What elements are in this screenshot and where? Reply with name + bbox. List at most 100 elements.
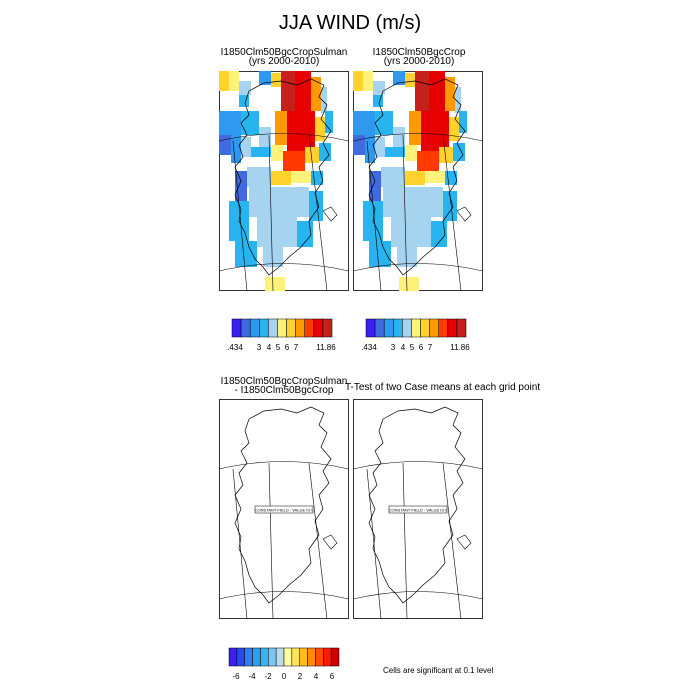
wind-cell bbox=[241, 137, 251, 157]
wind-cell bbox=[271, 171, 291, 185]
colorbar-tick-label: 7 bbox=[427, 343, 433, 352]
wind-cell bbox=[375, 111, 393, 135]
colorbar-bottom-labels: -6 -4 -2 0 2 4 6 bbox=[228, 672, 340, 682]
wind-cell bbox=[363, 71, 373, 91]
latitude-line bbox=[353, 591, 483, 600]
colorbar-tick-label: 2 bbox=[297, 672, 303, 681]
colorbar-swatch bbox=[249, 318, 260, 338]
panel-2-title-line-2: (yrs 2000-2010) bbox=[383, 56, 455, 67]
colorbar-tick-label: 6 bbox=[329, 672, 335, 681]
constant-field-box bbox=[388, 505, 448, 514]
colorbar-swatch bbox=[291, 647, 300, 667]
wind-cell bbox=[393, 127, 405, 147]
island-coastline bbox=[322, 534, 338, 550]
colorbar-swatch bbox=[304, 318, 315, 338]
longitude-line bbox=[268, 462, 274, 619]
colorbar-top-right bbox=[365, 318, 467, 343]
colorbar-swatch bbox=[323, 647, 332, 667]
constant-field-label: CONSTANT FIELD - VALUE IS 0 bbox=[389, 508, 448, 513]
panel-1-title-line-1: I1850Clm50BgcCropSulman bbox=[220, 47, 348, 58]
panel-4-map: CONSTANT FIELD - VALUE IS 0 bbox=[353, 399, 483, 619]
colorbar-swatch bbox=[295, 318, 305, 338]
wind-cell bbox=[429, 71, 445, 117]
wind-cell bbox=[375, 137, 385, 157]
colorbar-tick-label: 7 bbox=[293, 343, 299, 352]
latitude-line bbox=[219, 461, 349, 470]
longitude-line bbox=[308, 134, 328, 291]
wind-cell bbox=[443, 191, 457, 221]
wind-cell bbox=[319, 143, 331, 161]
colorbar-swatch bbox=[420, 318, 430, 338]
wind-cell bbox=[405, 171, 425, 185]
wind-cell bbox=[373, 81, 385, 95]
colorbar-tick-label: 5 bbox=[409, 343, 415, 352]
panel-3-map: CONSTANT FIELD - VALUE IS 0 bbox=[219, 399, 349, 619]
longitude-line bbox=[232, 140, 248, 291]
wind-cell bbox=[259, 127, 271, 147]
colorbar-swatch bbox=[275, 647, 285, 667]
colorbar-tick-label: 4 bbox=[400, 343, 406, 352]
wind-cell bbox=[231, 135, 241, 163]
wind-cell bbox=[265, 277, 285, 291]
colorbar-swatch bbox=[252, 647, 261, 667]
longitude-line bbox=[232, 468, 248, 619]
wind-cell bbox=[415, 71, 429, 111]
latitude-line bbox=[353, 263, 483, 272]
wind-cell bbox=[219, 135, 231, 155]
colorbar-top-left bbox=[231, 318, 333, 343]
colorbar-swatch bbox=[299, 647, 308, 667]
wind-cell bbox=[235, 171, 247, 201]
wind-cell bbox=[249, 187, 309, 217]
colorbar-swatch bbox=[268, 647, 277, 667]
wind-cell bbox=[309, 191, 323, 221]
wind-cell bbox=[409, 111, 421, 145]
longitude-line bbox=[308, 462, 328, 619]
wind-cell bbox=[263, 247, 283, 267]
longitude-line bbox=[442, 134, 462, 291]
wind-cell bbox=[431, 221, 447, 247]
colorbar-swatch bbox=[429, 318, 439, 338]
longitude-line bbox=[402, 462, 408, 619]
wind-cell bbox=[271, 145, 283, 161]
wind-cell bbox=[391, 217, 431, 247]
colorbar-swatch bbox=[268, 318, 278, 338]
wind-cell bbox=[305, 147, 319, 163]
wind-cell bbox=[369, 241, 391, 267]
longitude-line bbox=[268, 134, 274, 291]
wind-cell bbox=[311, 171, 323, 185]
colorbar-swatch bbox=[244, 647, 253, 667]
wind-cell bbox=[445, 77, 455, 111]
wind-cell bbox=[369, 171, 381, 201]
wind-cell bbox=[239, 81, 251, 95]
wind-cell bbox=[283, 151, 305, 171]
colorbar-swatch bbox=[411, 318, 421, 338]
colorbar-tick-label: .434 bbox=[361, 343, 377, 352]
wind-cell bbox=[439, 147, 453, 163]
colorbar-tick-label: 6 bbox=[418, 343, 424, 352]
wind-cell bbox=[271, 73, 281, 87]
colorbar-swatch bbox=[393, 318, 403, 338]
wind-cell bbox=[257, 217, 297, 247]
wind-cell bbox=[399, 277, 419, 291]
wind-cell bbox=[321, 87, 327, 113]
island-coastline bbox=[456, 534, 472, 550]
latitude-line bbox=[219, 591, 349, 600]
latitude-line bbox=[353, 461, 483, 470]
wind-cell bbox=[373, 95, 383, 107]
colorbar-swatch bbox=[283, 647, 293, 667]
constant-field-box bbox=[254, 505, 314, 514]
colorbar-swatch bbox=[231, 318, 242, 338]
colorbar-swatch bbox=[438, 318, 449, 338]
colorbar-swatch bbox=[313, 318, 324, 338]
wind-cell bbox=[449, 117, 459, 141]
longitude-line bbox=[366, 468, 382, 619]
wind-cell bbox=[297, 221, 313, 247]
colorbar-tick-label: -6 bbox=[232, 672, 240, 681]
colorbar-tick-label: 3 bbox=[390, 343, 396, 352]
wind-cell bbox=[275, 111, 287, 145]
wind-cell bbox=[229, 71, 239, 91]
colorbar-swatch bbox=[456, 318, 467, 338]
wind-cell bbox=[281, 71, 295, 111]
colorbar-swatch bbox=[307, 647, 316, 667]
colorbar-swatch bbox=[330, 647, 340, 667]
